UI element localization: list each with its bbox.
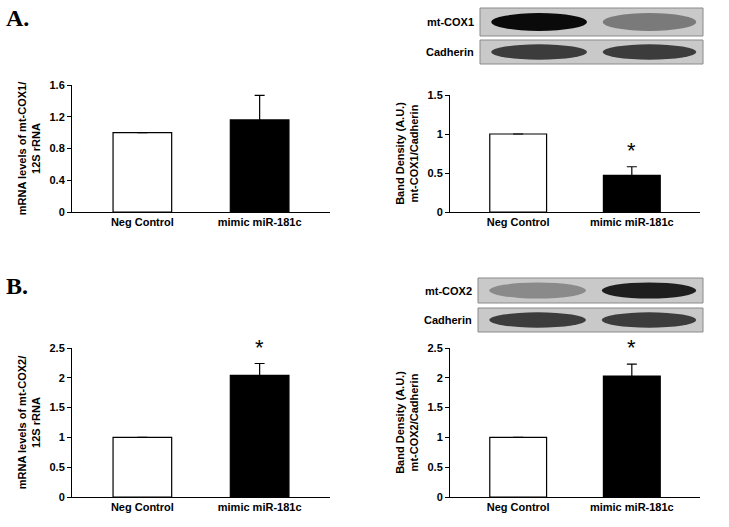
svg-text:1.5: 1.5 [428,89,443,101]
svg-text:Neg Control: Neg Control [487,216,550,228]
svg-text:0: 0 [437,491,443,503]
svg-text:1.6: 1.6 [50,79,65,91]
svg-text:Cadherin: Cadherin [424,314,472,326]
svg-text:Neg Control: Neg Control [487,501,550,513]
svg-text:mt-COX1: mt-COX1 [427,16,474,28]
svg-text:Neg Control: Neg Control [111,501,174,513]
svg-text:1: 1 [437,431,443,443]
svg-text:2.5: 2.5 [50,342,65,354]
svg-text:0: 0 [59,206,65,218]
svg-text:Band Density (A.U.)mt-COX2/Cad: Band Density (A.U.)mt-COX2/Cadherin [394,371,420,474]
svg-text:0.4: 0.4 [50,174,66,186]
svg-text:mRNA levels of mt-COX2/12S rRN: mRNA levels of mt-COX2/12S rRNA [16,356,42,489]
svg-text:A.: A. [6,5,29,31]
svg-text:0.5: 0.5 [428,461,443,473]
svg-text:*: * [255,335,264,360]
svg-text:*: * [627,138,636,163]
svg-text:*: * [627,335,636,360]
svg-text:2: 2 [59,372,65,384]
svg-text:1.5: 1.5 [50,401,65,413]
svg-text:Neg Control: Neg Control [111,216,174,228]
svg-text:Cadherin: Cadherin [426,46,474,58]
svg-text:B.: B. [6,273,28,299]
svg-text:mimic miR-181c: mimic miR-181c [218,216,302,228]
svg-text:0.5: 0.5 [428,167,443,179]
svg-text:Band Density (A.U.)mt-COX1/Cad: Band Density (A.U.)mt-COX1/Cadherin [394,102,420,205]
svg-text:1: 1 [59,431,65,443]
svg-text:2.5: 2.5 [428,342,443,354]
svg-text:1.5: 1.5 [428,401,443,413]
svg-text:mimic miR-181c: mimic miR-181c [590,216,674,228]
svg-text:mimic miR-181c: mimic miR-181c [590,501,674,513]
svg-text:mt-COX2: mt-COX2 [425,285,472,297]
svg-text:0.5: 0.5 [50,461,65,473]
svg-text:mimic miR-181c: mimic miR-181c [218,501,302,513]
svg-text:0: 0 [59,491,65,503]
svg-text:0.8: 0.8 [50,142,65,154]
svg-text:1: 1 [437,128,443,140]
svg-text:1.2: 1.2 [50,111,65,123]
svg-text:2: 2 [437,372,443,384]
svg-text:mRNA levels of mt-COX1/12S rRN: mRNA levels of mt-COX1/12S rRNA [16,82,42,215]
svg-text:0: 0 [437,206,443,218]
